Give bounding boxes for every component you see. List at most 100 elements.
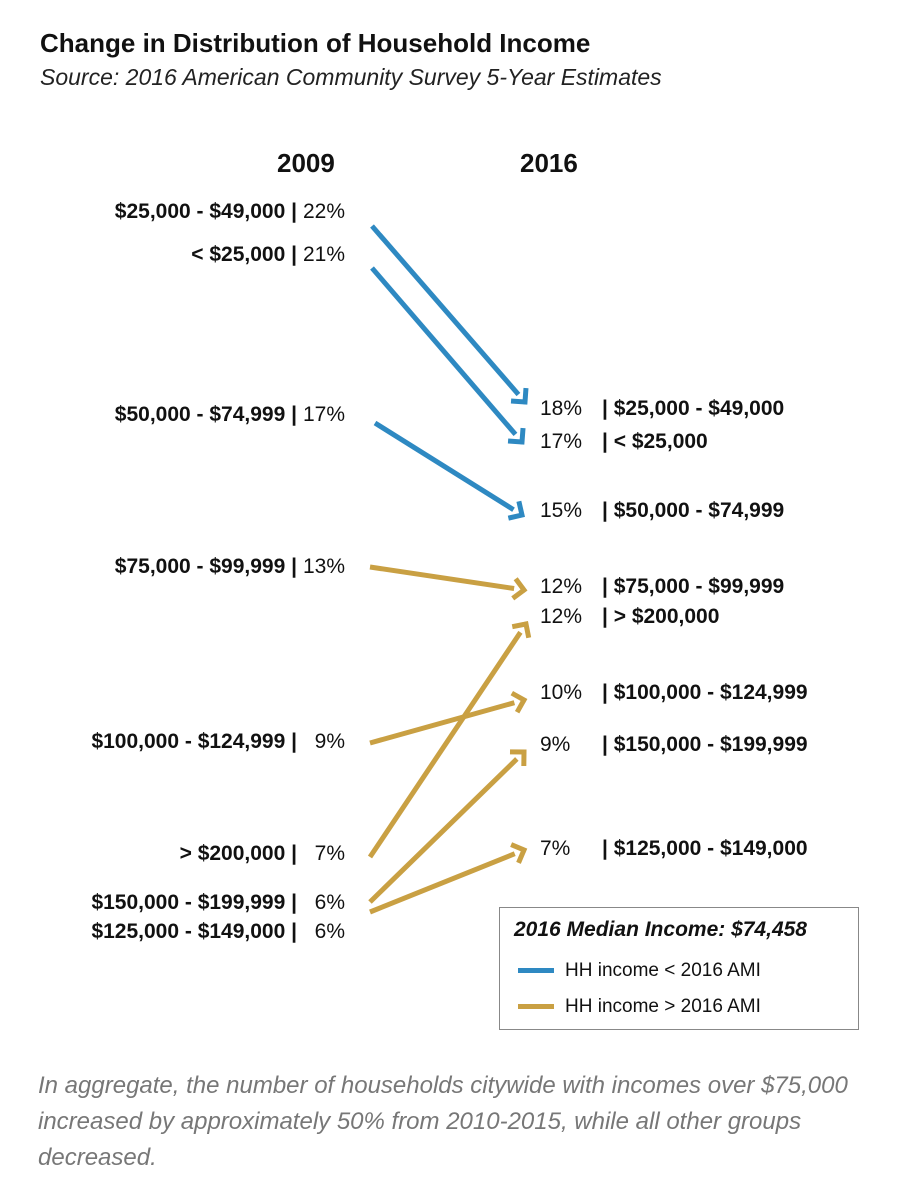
column-header-2009: 2009 (277, 148, 335, 178)
category-label: $125,000 - $149,000 (91, 920, 286, 943)
value-2016: 9% (540, 733, 571, 756)
value-2009: 6% (314, 920, 345, 943)
legend: 2016 Median Income: $74,458 HH income < … (499, 907, 859, 1030)
separator: | (602, 837, 614, 860)
separator: | (285, 730, 297, 753)
arrow-head (511, 577, 528, 601)
label-2009: $125,000 - $149,000 | 6% (91, 920, 345, 944)
legend-item-below: HH income < 2016 AMI (518, 960, 761, 982)
separator: | (285, 842, 297, 865)
separator: | (285, 891, 297, 914)
legend-title: 2016 Median Income: $74,458 (514, 918, 807, 941)
value-2016: 18% (540, 397, 583, 420)
category-label: > $200,000 (613, 605, 720, 628)
arrow-below (370, 224, 529, 405)
label-2016: 12% | $75,000 - $99,999 (540, 575, 784, 599)
separator: | (602, 575, 614, 598)
separator: | (285, 920, 297, 943)
separator: | (602, 733, 614, 756)
arrow-head (510, 842, 528, 864)
value-2009: 17% (302, 403, 345, 426)
category-label: $75,000 - $99,999 (613, 575, 785, 598)
arrow-above (369, 842, 528, 915)
arrow-head (510, 690, 528, 714)
value-2016: 12% (540, 605, 583, 628)
separator: | (602, 499, 614, 522)
arrow-below (373, 420, 525, 521)
value-2009: 13% (302, 555, 345, 578)
arrow-line (367, 630, 523, 859)
label-2016: 9% | $150,000 - $199,999 (540, 733, 808, 757)
value-2016: 17% (540, 430, 583, 453)
footer-note: In aggregate, the number of households c… (38, 1072, 848, 1171)
category-label: $100,000 - $124,999 (91, 730, 286, 753)
value-2009: 6% (314, 891, 345, 914)
category-label: < $25,000 (191, 243, 286, 266)
category-label: $50,000 - $74,999 (114, 403, 286, 426)
value-2016: 7% (540, 837, 571, 860)
arrow-line (373, 420, 515, 512)
separator: | (285, 243, 297, 266)
chart-title: Change in Distribution of Household Inco… (40, 28, 591, 58)
separator: | (602, 397, 614, 420)
arrow-head (507, 500, 525, 521)
arrow-line (369, 851, 516, 915)
label-2009: $150,000 - $199,999 | 6% (91, 891, 345, 915)
arrow-head (507, 427, 526, 445)
label-2009: < $25,000 | 21% (191, 243, 345, 267)
category-label: $150,000 - $199,999 (91, 891, 286, 914)
value-2016: 15% (540, 499, 583, 522)
label-2016: 10% | $100,000 - $124,999 (540, 681, 808, 705)
label-2009: $25,000 - $49,000 | 22% (115, 200, 345, 224)
label-2009: > $200,000 | 7% (180, 842, 345, 866)
arrow-line (370, 224, 521, 397)
label-2016: 17% | < $25,000 (540, 430, 708, 454)
label-2016: 12% | > $200,000 (540, 605, 719, 629)
column-header-2016: 2016 (520, 148, 578, 178)
separator: | (602, 605, 614, 628)
arrow-line (369, 700, 516, 746)
value-2009: 7% (314, 842, 345, 865)
label-2016: 15% | $50,000 - $74,999 (540, 499, 784, 523)
separator: | (602, 681, 614, 704)
label-2016: 7% | $125,000 - $149,000 (540, 837, 808, 861)
legend-item-above: HH income > 2016 AMI (518, 996, 761, 1018)
label-2009: $100,000 - $124,999 | 9% (91, 730, 345, 754)
arrow-head (511, 621, 532, 639)
legend-swatch-blue (518, 968, 554, 974)
category-label: $50,000 - $74,999 (613, 499, 785, 522)
category-label: $25,000 - $49,000 (114, 200, 286, 223)
separator: | (285, 555, 297, 578)
category-label: > $200,000 (179, 842, 286, 865)
value-2009: 22% (302, 200, 345, 223)
arrow-above (368, 749, 527, 904)
arrow-above (367, 621, 532, 859)
category-label: $25,000 - $49,000 (613, 397, 785, 420)
arrow-line (369, 564, 515, 591)
category-label: $150,000 - $199,999 (613, 733, 808, 756)
value-2009: 9% (314, 730, 345, 753)
arrow-above (369, 564, 528, 601)
label-2009: $75,000 - $99,999 | 13% (115, 555, 345, 579)
arrow-line (370, 266, 518, 437)
category-label: $75,000 - $99,999 (114, 555, 286, 578)
legend-label: HH income < 2016 AMI (565, 960, 761, 981)
label-2009: $50,000 - $74,999 | 17% (115, 403, 345, 427)
separator: | (285, 200, 297, 223)
value-2009: 21% (302, 243, 345, 266)
category-label: < $25,000 (613, 430, 708, 453)
arrow-head (509, 749, 527, 767)
separator: | (602, 430, 614, 453)
arrow-line (368, 757, 519, 904)
legend-swatch-gold (518, 1004, 554, 1010)
arrow-head (510, 387, 529, 405)
label-2016: 18% | $25,000 - $49,000 (540, 397, 784, 421)
arrow-above (369, 690, 528, 746)
category-label: $125,000 - $149,000 (613, 837, 808, 860)
value-2016: 10% (540, 681, 583, 704)
arrow-below (370, 266, 526, 445)
separator: | (285, 403, 297, 426)
chart-subtitle: Source: 2016 American Community Survey 5… (40, 64, 662, 90)
